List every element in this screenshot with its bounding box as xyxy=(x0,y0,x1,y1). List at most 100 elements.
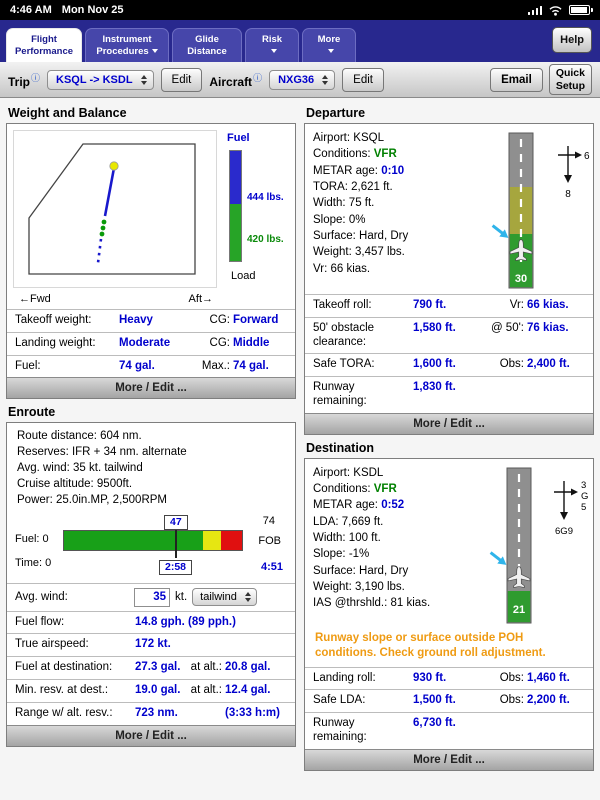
aircraft-edit-button[interactable]: Edit xyxy=(342,67,384,92)
row-label: Landing weight: xyxy=(15,336,96,349)
row-value: 930 ft. xyxy=(413,671,447,684)
row-value: 1,600 ft. xyxy=(413,358,456,371)
aircraft-select[interactable]: NXG36 xyxy=(269,69,336,90)
chart-background xyxy=(13,130,217,288)
row-value: Forward xyxy=(233,314,279,326)
tab-more[interactable]: More xyxy=(302,28,356,62)
crosswind-value: 3 xyxy=(581,480,586,491)
wind-arrowhead-icon xyxy=(564,175,572,183)
touchdown-arrow-icon xyxy=(489,551,507,565)
enroute-summary: Route distance: 604 nm. Reserves: IFR + … xyxy=(7,423,295,512)
conditions-value: VFR xyxy=(373,483,397,496)
metar-age-value: 0:10 xyxy=(381,164,405,177)
weight-balance-more-edit-button[interactable]: More / Edit ... xyxy=(7,377,295,399)
row-label: Max.: xyxy=(201,359,230,372)
wind-speed-input[interactable] xyxy=(134,587,170,607)
avg-wind-line: Avg. wind: 35 kt. tailwind xyxy=(17,462,143,475)
tab-label: Performance xyxy=(14,46,74,57)
row-label: Runway remaining: xyxy=(313,717,367,744)
trip-edit-button[interactable]: Edit xyxy=(160,67,203,92)
cellular-icon xyxy=(527,5,542,15)
cruise-altitude-line: Cruise altitude: 9500ft. xyxy=(17,477,133,490)
tab-flight-performance[interactable]: Flight Performance xyxy=(6,28,82,62)
row-label: Fuel at destination: xyxy=(15,661,113,674)
cg-dot xyxy=(101,219,107,225)
tab-instrument-procedures[interactable]: Instrument Procedures xyxy=(85,28,169,62)
info-icon[interactable]: ⓘ xyxy=(31,72,41,83)
tab-label: Procedures xyxy=(90,46,164,58)
departure-info-area: Airport: KSQL Conditions: VFR METAR age:… xyxy=(305,124,593,294)
row-value: 12.4 gal. xyxy=(225,684,271,697)
wind-arrowhead-icon xyxy=(571,488,578,496)
time-marker-value[interactable]: 2:58 xyxy=(159,559,193,575)
quick-setup-button[interactable]: Quick Setup xyxy=(548,64,592,95)
departure-more-edit-button[interactable]: More / Edit ... xyxy=(305,412,593,434)
row-label: CG: xyxy=(209,314,230,326)
row-label: Fuel: xyxy=(15,359,41,372)
destination-more-edit-button[interactable]: More / Edit ... xyxy=(305,748,593,770)
tab-label xyxy=(250,46,294,58)
help-button[interactable]: Help xyxy=(552,27,592,53)
info-line: Slope: 0% xyxy=(313,213,366,226)
chevron-down-icon xyxy=(151,49,158,54)
battery-icon xyxy=(569,5,593,15)
row-value: 27.3 gal. xyxy=(135,661,181,674)
gauge-red-segment xyxy=(220,530,242,550)
table-row: Min. resv. at dest.: 19.0 gal. at alt.: … xyxy=(7,679,295,702)
chevron-down-icon xyxy=(327,49,334,54)
wind-arrowhead-icon xyxy=(560,511,568,520)
power-line: Power: 25.0in.MP, 2,500RPM xyxy=(17,493,168,506)
status-bar: 4:46 AM Mon Nov 25 xyxy=(0,0,600,20)
weight-balance-panel: ←Fwd Aft→ Fuel 444 lbs. 420 lbs. Load Ta xyxy=(6,123,296,400)
gauge-fuel-max: 74 xyxy=(262,514,275,527)
info-line: Weight: 3,190 lbs. xyxy=(313,581,405,594)
info-line: Conditions: VFR xyxy=(313,148,397,161)
table-row: Safe TORA: 1,600 ft. Obs: 2,400 ft. xyxy=(305,353,593,376)
runway-warning-text: Runway slope or surface outside POH cond… xyxy=(315,631,546,659)
wind-unit-label: kt. xyxy=(175,591,188,604)
row-label: Min. resv. at dest.: xyxy=(15,684,109,697)
crosswind-gust-value: 5 xyxy=(581,502,586,513)
row-label: @ 50': xyxy=(490,321,524,334)
row-value: Heavy xyxy=(119,314,153,326)
wifi-icon xyxy=(549,5,562,16)
row-label: at alt.: xyxy=(190,684,222,697)
info-line: Surface: Hard, Dry xyxy=(313,229,409,242)
row-value: 1,830 ft. xyxy=(413,381,456,394)
tab-risk[interactable]: Risk xyxy=(245,28,299,62)
departure-panel: Airport: KSQL Conditions: VFR METAR age:… xyxy=(304,123,594,435)
runway-caution-zone xyxy=(509,187,533,234)
row-value: (3:33 h:m) xyxy=(225,706,280,719)
email-button[interactable]: Email xyxy=(490,67,543,92)
wind-direction-select[interactable]: tailwind xyxy=(192,588,257,607)
row-label: Obs: xyxy=(499,358,524,371)
row-label: Range w/ alt. resv.: xyxy=(15,706,113,719)
row-label: Runway remaining: xyxy=(313,381,367,407)
trip-select[interactable]: KSQL -> KSDL xyxy=(47,69,154,90)
fuel-marker-value[interactable]: 47 xyxy=(164,514,188,530)
tab-label: Instrument xyxy=(102,34,152,46)
tab-label xyxy=(307,46,351,58)
row-value: 6,730 ft. xyxy=(413,717,456,730)
cg-track-line xyxy=(103,167,116,217)
fuel-gauge-bar xyxy=(63,529,243,551)
tab-label: Flight xyxy=(31,34,57,46)
weight-balance-title: Weight and Balance xyxy=(8,106,127,120)
cg-axis-labels: ←Fwd Aft→ xyxy=(13,293,219,309)
enroute-more-edit-button[interactable]: More / Edit ... xyxy=(7,724,295,746)
info-icon[interactable]: ⓘ xyxy=(253,72,263,83)
wind-indicator-destination: 3 G 5 6G9 xyxy=(554,480,588,537)
row-label: Landing roll: xyxy=(313,671,376,684)
row-label: 50' obstacle clearance: xyxy=(313,321,375,348)
row-value: 20.8 gal. xyxy=(225,661,271,674)
table-row: Fuel at destination: 27.3 gal. at alt.: … xyxy=(7,656,295,679)
gauge-green-segment xyxy=(64,530,203,550)
fuel-scale-label: Fuel xyxy=(227,132,250,144)
status-date: Mon Nov 25 xyxy=(61,4,124,16)
chevron-down-icon xyxy=(270,49,277,54)
table-row: Landing weight: Moderate CG: Middle xyxy=(7,331,295,355)
right-column: Departure Airport: KSQL Conditions: VFR … xyxy=(304,100,594,771)
tab-glide-distance[interactable]: Glide Distance xyxy=(172,28,242,62)
row-value: 723 nm. xyxy=(135,706,178,719)
row-value: Moderate xyxy=(119,336,171,349)
